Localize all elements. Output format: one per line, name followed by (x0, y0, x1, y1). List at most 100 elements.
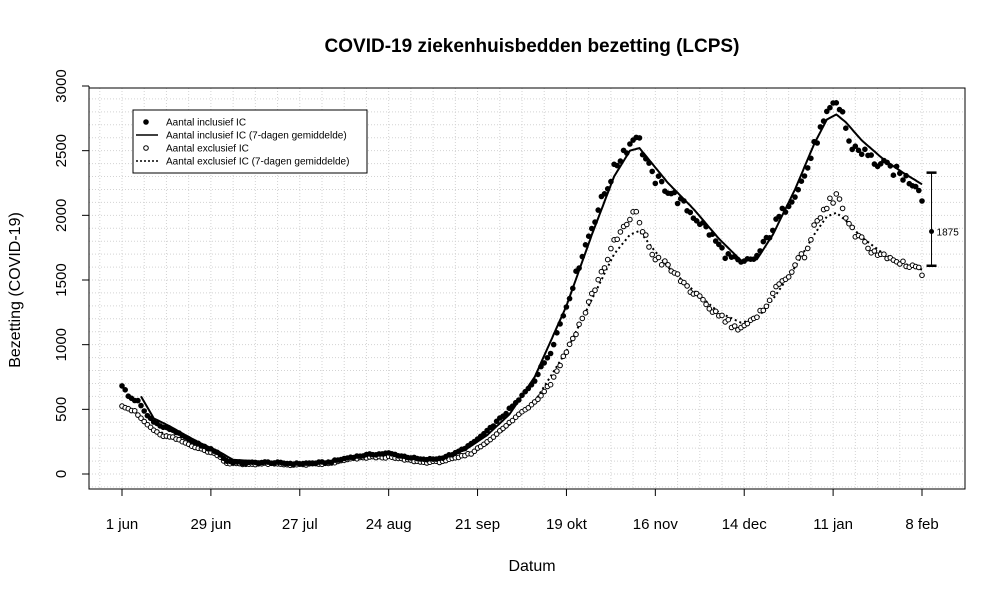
point-inclusief-ic (833, 100, 840, 106)
point-exclusief-ic (633, 208, 640, 215)
point-inclusief-ic (766, 235, 773, 241)
point-exclusief-ic (849, 224, 856, 231)
point-exclusief-ic (598, 268, 605, 275)
point-inclusief-ic (557, 321, 563, 327)
point-inclusief-ic (843, 125, 849, 131)
point-exclusief-ic (681, 279, 687, 286)
point-exclusief-ic (789, 269, 795, 275)
point-inclusief-ic (674, 200, 681, 207)
point-inclusief-ic (652, 180, 659, 187)
point-inclusief-ic (716, 241, 722, 248)
point-exclusief-ic (557, 362, 563, 369)
point-exclusief-ic (916, 264, 922, 271)
point-exclusief-ic (824, 205, 830, 212)
point-inclusief-ic (481, 430, 487, 437)
point-exclusief-ic (839, 205, 846, 212)
x-axis: 1 jun 29 jun 27 jul 24 aug 21 sep 19 okt 16 no… (106, 488, 939, 533)
x-tick-label: 19 okt (546, 516, 588, 533)
point-inclusief-ic (522, 388, 529, 395)
point-inclusief-ic (608, 178, 614, 185)
point-inclusief-ic (782, 209, 789, 215)
point-exclusief-ic (760, 307, 767, 314)
point-exclusief-ic (538, 392, 544, 399)
point-inclusief-ic (658, 178, 665, 185)
y-axis: 0 500 1000 1500 2000 2500 3000 (53, 69, 90, 478)
point-inclusief-ic (804, 165, 811, 171)
point-inclusief-ic (824, 108, 830, 115)
point-inclusief-ic (595, 207, 602, 213)
point-exclusief-ic (919, 272, 925, 279)
point-exclusief-ic (655, 254, 662, 261)
legend-label: Aantal exclusief IC (166, 144, 249, 155)
x-tick-label: 14 dec (722, 516, 768, 533)
point-exclusief-ic (785, 274, 792, 280)
point-exclusief-ic (601, 265, 608, 271)
annotation-label: 1875 (937, 228, 960, 239)
point-inclusief-ic (858, 151, 865, 158)
point-inclusief-ic (703, 223, 709, 230)
point-exclusief-ic (566, 341, 573, 348)
point-inclusief-ic (884, 159, 890, 166)
annotation-point (929, 229, 935, 234)
y-tick-label: 1000 (53, 328, 70, 361)
point-inclusief-ic (550, 341, 557, 348)
x-tick-label: 24 aug (366, 516, 412, 533)
point-inclusief-ic (719, 245, 725, 251)
x-axis-title: Datum (508, 558, 555, 575)
x-tick-label: 21 sep (455, 516, 500, 533)
point-exclusief-ic (579, 315, 586, 322)
point-exclusief-ic (592, 287, 598, 294)
point-inclusief-ic (862, 146, 868, 153)
x-tick-label: 11 jan (813, 516, 853, 533)
y-tick-label: 500 (53, 397, 70, 422)
point-inclusief-ic (135, 397, 141, 404)
point-exclusief-ic (636, 219, 643, 226)
point-inclusief-ic (760, 238, 767, 245)
point-exclusief-ic (493, 431, 500, 437)
point-inclusief-ic (509, 403, 516, 410)
point-inclusief-ic (614, 162, 621, 169)
point-inclusief-ic (897, 170, 903, 177)
point-exclusief-ic (509, 417, 516, 424)
point-inclusief-ic (849, 146, 856, 153)
point-inclusief-ic (789, 199, 795, 205)
point-exclusief-ic (763, 303, 770, 310)
annotation: 1875 (926, 171, 960, 268)
point-exclusief-ic (643, 232, 649, 238)
point-inclusief-ic (912, 183, 919, 190)
point-inclusief-ic (877, 161, 884, 167)
point-exclusief-ic (639, 229, 646, 235)
point-inclusief-ic (217, 452, 224, 458)
legend-label: Aantal exclusief IC (7-dagen gemiddelde) (166, 157, 349, 168)
point-exclusief-ic (846, 220, 852, 227)
point-exclusief-ic (703, 301, 709, 308)
point-inclusief-ic (900, 177, 906, 183)
point-inclusief-ic (770, 227, 776, 234)
y-tick-label: 2500 (53, 134, 70, 167)
point-exclusief-ic (471, 448, 478, 455)
point-inclusief-ic (627, 141, 633, 147)
point-exclusief-ic (563, 349, 570, 356)
point-exclusief-ic (608, 245, 614, 252)
point-exclusief-ic (706, 306, 713, 312)
point-exclusief-ic (871, 248, 878, 254)
point-inclusief-ic (792, 194, 798, 200)
point-exclusief-ic (617, 229, 624, 235)
point-inclusief-ic (646, 160, 652, 166)
x-tick-label: 27 jul (282, 516, 318, 533)
y-tick-label: 1500 (53, 263, 70, 296)
point-inclusief-ic (785, 203, 792, 210)
point-inclusief-ic (852, 143, 859, 149)
point-inclusief-ic (604, 186, 611, 192)
point-exclusief-ic (817, 215, 824, 221)
point-exclusief-ic (585, 299, 592, 305)
point-inclusief-ic (535, 371, 541, 378)
point-exclusief-ic (560, 353, 567, 360)
point-exclusief-ic (811, 222, 817, 228)
point-inclusief-ic (119, 383, 125, 389)
point-exclusief-ic (138, 415, 144, 422)
point-inclusief-ic (709, 231, 716, 237)
point-inclusief-ic (817, 124, 824, 130)
point-inclusief-ic (671, 189, 678, 196)
